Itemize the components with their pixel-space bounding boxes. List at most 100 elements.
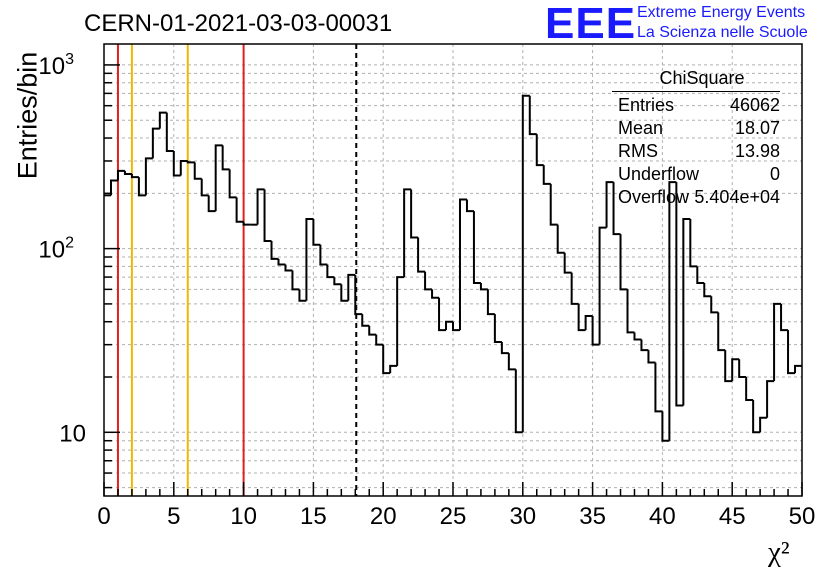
x-tick-label: 35	[579, 503, 606, 530]
histogram-bin	[221, 145, 230, 171]
histogram-bin	[689, 218, 698, 268]
histogram-bin	[375, 334, 384, 346]
x-tick-label: 15	[300, 503, 327, 530]
x-tick-label: 25	[440, 503, 467, 530]
histogram-bin	[172, 150, 181, 177]
histogram-bin	[270, 241, 279, 260]
axes	[103, 43, 803, 497]
histogram-bin	[493, 314, 502, 344]
tick-labels: 0 5 10 15 20 25 30 35 40 45 50 10 102 103	[38, 51, 815, 530]
x-tick-label: 10	[230, 503, 257, 530]
histogram-bin	[452, 321, 460, 332]
x-tick-label: 30	[509, 503, 536, 530]
histogram-bin	[305, 217, 314, 301]
histogram-bin	[277, 258, 286, 266]
histogram-bin	[458, 198, 467, 331]
histogram-bin	[298, 289, 307, 302]
histogram-bin	[417, 237, 426, 273]
y-axis-label: Entries/bin	[12, 51, 43, 180]
stats-value: 5.404e+04	[694, 187, 780, 207]
histogram-bin	[640, 339, 649, 352]
histogram-bin	[368, 325, 377, 336]
stats-row: Overflow 5.404e+04	[612, 186, 780, 209]
histogram-bin	[738, 359, 747, 379]
histogram-bin	[479, 282, 488, 291]
logo-subtitle-1: Extreme Energy Events	[637, 4, 806, 21]
histogram-bin	[424, 271, 433, 291]
histogram-bin	[319, 244, 328, 266]
stats-label: RMS	[618, 141, 658, 161]
histogram-bin	[619, 234, 628, 291]
histogram-bin	[382, 344, 391, 375]
histogram-bin	[556, 224, 565, 254]
histogram-bin	[500, 342, 509, 355]
histogram-bin	[528, 95, 537, 136]
histogram-bin	[696, 266, 705, 284]
histogram-bin	[354, 274, 363, 316]
histogram-bin	[780, 303, 789, 332]
histogram-bin	[703, 282, 712, 298]
histogram-bin	[193, 162, 202, 180]
histogram-bin	[116, 169, 125, 181]
histogram-bin	[200, 178, 209, 197]
stats-box-title: ChiSquare	[612, 68, 780, 92]
histogram-bin	[661, 411, 670, 442]
histogram-bin	[591, 315, 600, 346]
histogram-bin	[542, 165, 551, 185]
histogram-bin	[403, 188, 412, 278]
chart-title: CERN-01-2021-03-03-00031	[84, 10, 393, 37]
histogram-bin	[207, 195, 216, 213]
histogram-bin	[724, 350, 733, 383]
stats-label: Overflow	[618, 187, 690, 207]
x-tick-label: 0	[97, 503, 110, 530]
stats-value: 46062	[729, 95, 780, 115]
histogram-bin	[235, 197, 244, 223]
histogram-bin	[389, 364, 398, 374]
x-tick-label: 40	[649, 503, 676, 530]
reference-lines	[116, 44, 358, 496]
histogram-bin	[507, 353, 516, 371]
histogram-bin	[214, 144, 223, 212]
histogram-bin	[256, 188, 265, 225]
histogram-bin	[521, 94, 530, 433]
histogram-bin	[228, 169, 237, 199]
histogram-bin	[333, 277, 342, 286]
histogram-bin	[144, 157, 153, 196]
histogram-bin	[340, 284, 349, 302]
x-tick-label: 20	[370, 503, 397, 530]
stats-value: 18.07	[734, 118, 780, 138]
grid-lines	[104, 44, 802, 496]
histogram-bin	[396, 276, 405, 366]
histogram-bin	[186, 160, 195, 164]
stats-label: Entries	[618, 95, 675, 115]
histogram-bin	[710, 296, 719, 314]
histogram-bin	[179, 159, 188, 176]
histogram-bin	[535, 134, 544, 167]
histogram-bin	[794, 364, 802, 374]
x-tick-label: 45	[719, 503, 746, 530]
histogram-bin	[577, 303, 586, 332]
histogram-bin	[438, 297, 447, 332]
histogram-bin	[326, 264, 335, 279]
histogram-bin	[130, 173, 139, 179]
y-tick-label: 102	[38, 235, 74, 264]
histogram-bin	[137, 177, 146, 197]
histogram-bin	[410, 189, 419, 239]
x-axis-label: χ²	[768, 536, 790, 568]
histogram-bin	[654, 362, 663, 413]
histogram-bin	[647, 350, 656, 364]
histogram-bin	[675, 182, 684, 407]
histogram-bin	[465, 199, 474, 213]
stats-row: Entries 46062	[612, 94, 780, 117]
eee-logo: EEE	[545, 0, 637, 48]
histogram-bin	[263, 189, 272, 243]
stats-label: Mean	[618, 118, 664, 138]
histogram-bin	[445, 320, 453, 331]
stats-label: Underflow	[618, 164, 700, 184]
x-tick-label: 50	[789, 503, 816, 530]
stats-row: Mean 18.07	[612, 117, 780, 140]
histogram-bin	[605, 181, 614, 228]
histogram-bin	[717, 312, 726, 352]
y-tick-label: 103	[38, 51, 74, 80]
